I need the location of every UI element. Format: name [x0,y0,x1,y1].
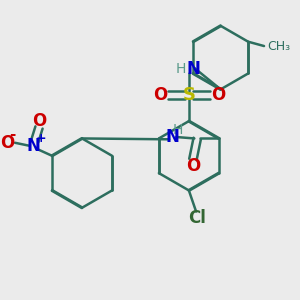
Text: N: N [166,128,180,146]
Text: -: - [9,127,15,142]
Text: Cl: Cl [189,209,206,227]
Text: S: S [182,86,195,104]
Text: CH₃: CH₃ [267,40,290,52]
Text: O: O [186,157,200,175]
Text: +: + [36,132,46,145]
Text: O: O [0,134,14,152]
Text: O: O [153,86,167,104]
Text: H: H [173,123,183,137]
Text: O: O [211,86,225,104]
Text: N: N [26,137,40,155]
Text: O: O [32,112,46,130]
Text: H: H [176,62,186,76]
Text: N: N [186,60,200,78]
